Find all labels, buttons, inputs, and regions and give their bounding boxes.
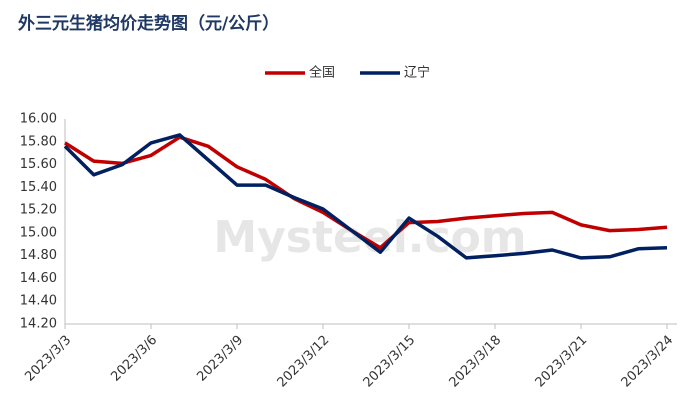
y-tick-label: 16.00 bbox=[20, 112, 57, 127]
x-tick-label: 2023/3/6 bbox=[108, 333, 160, 385]
y-tick-label: 14.80 bbox=[20, 248, 57, 263]
x-tick-label: 2023/3/12 bbox=[275, 333, 333, 391]
x-tick-label: 2023/3/9 bbox=[194, 333, 246, 385]
series-line bbox=[64, 135, 668, 250]
y-tick-label: 15.40 bbox=[20, 180, 57, 195]
y-tick-label: 14.60 bbox=[20, 271, 57, 286]
legend-label: 辽宁 bbox=[404, 65, 430, 81]
x-tick-label: 2023/3/21 bbox=[533, 333, 591, 391]
y-tick-label: 14.40 bbox=[20, 294, 57, 309]
y-tick-label: 15.80 bbox=[20, 134, 57, 149]
chart-title: 外三元生猪均价走势图（元/公斤） bbox=[18, 13, 279, 34]
y-tick-label: 15.00 bbox=[20, 225, 57, 240]
y-tick-label: 15.60 bbox=[20, 157, 57, 172]
x-tick-label: 2023/3/18 bbox=[447, 333, 505, 391]
series-line bbox=[63, 133, 668, 260]
x-tick-label: 2023/3/3 bbox=[22, 333, 74, 385]
x-tick-label: 2023/3/15 bbox=[361, 333, 419, 391]
watermark: Mysteel.com bbox=[213, 212, 526, 263]
y-tick-label: 14.20 bbox=[20, 317, 57, 332]
y-tick-label: 15.20 bbox=[20, 203, 57, 218]
legend-label: 全国 bbox=[309, 65, 335, 81]
x-tick-label: 2023/3/24 bbox=[619, 333, 677, 391]
